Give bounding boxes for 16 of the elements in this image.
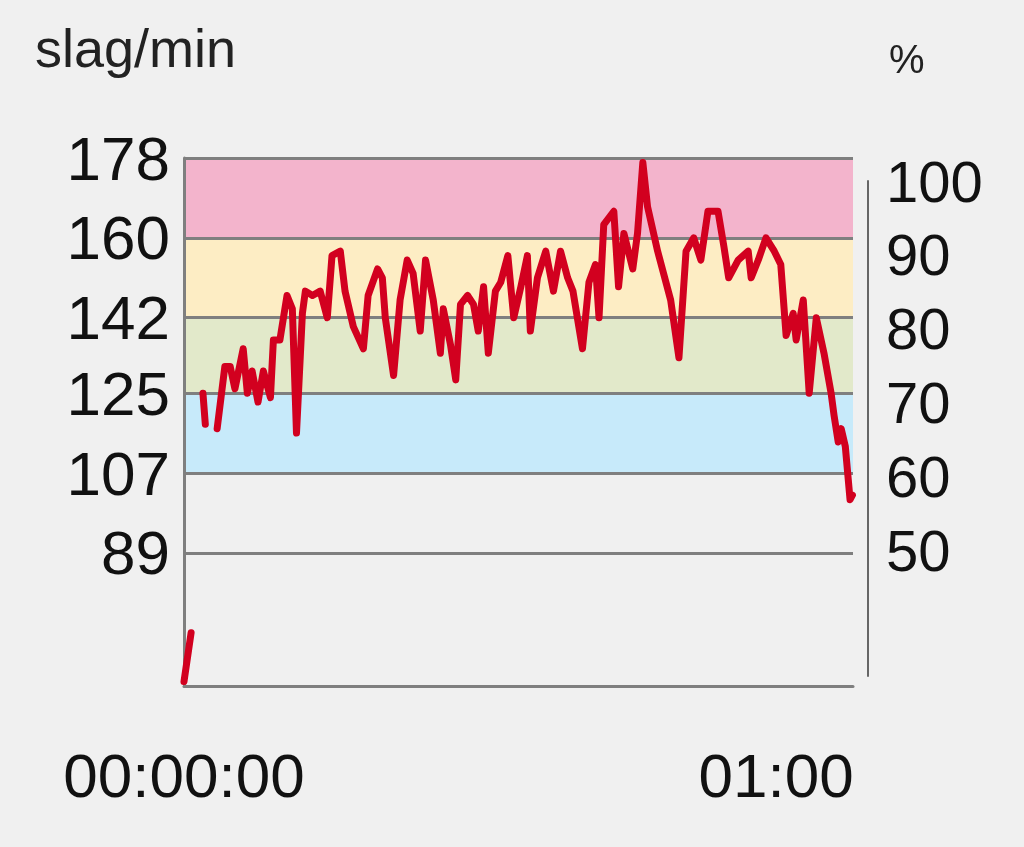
y2-tick-label: 50 — [886, 517, 951, 583]
y-tick-label: 107 — [66, 438, 170, 508]
y-tick-label: 142 — [66, 283, 170, 353]
y-tick-label: 160 — [66, 203, 170, 273]
y2-tick-label: 100 — [886, 148, 983, 214]
y-tick-label: 89 — [101, 518, 170, 588]
y-tick-label: 125 — [66, 358, 170, 428]
y2-axis-title: % — [889, 37, 925, 81]
x-tick-label: 00:00:00 — [63, 740, 305, 810]
x-tick-label: 01:00 — [698, 740, 854, 810]
y2-tick-label: 80 — [886, 296, 951, 362]
y2-tick-label: 70 — [886, 370, 951, 436]
y2-tick-label: 60 — [886, 444, 951, 510]
y2-tick-label: 90 — [886, 222, 951, 288]
y-tick-label: 178 — [66, 123, 170, 193]
y-axis-title: slag/min — [35, 18, 237, 78]
